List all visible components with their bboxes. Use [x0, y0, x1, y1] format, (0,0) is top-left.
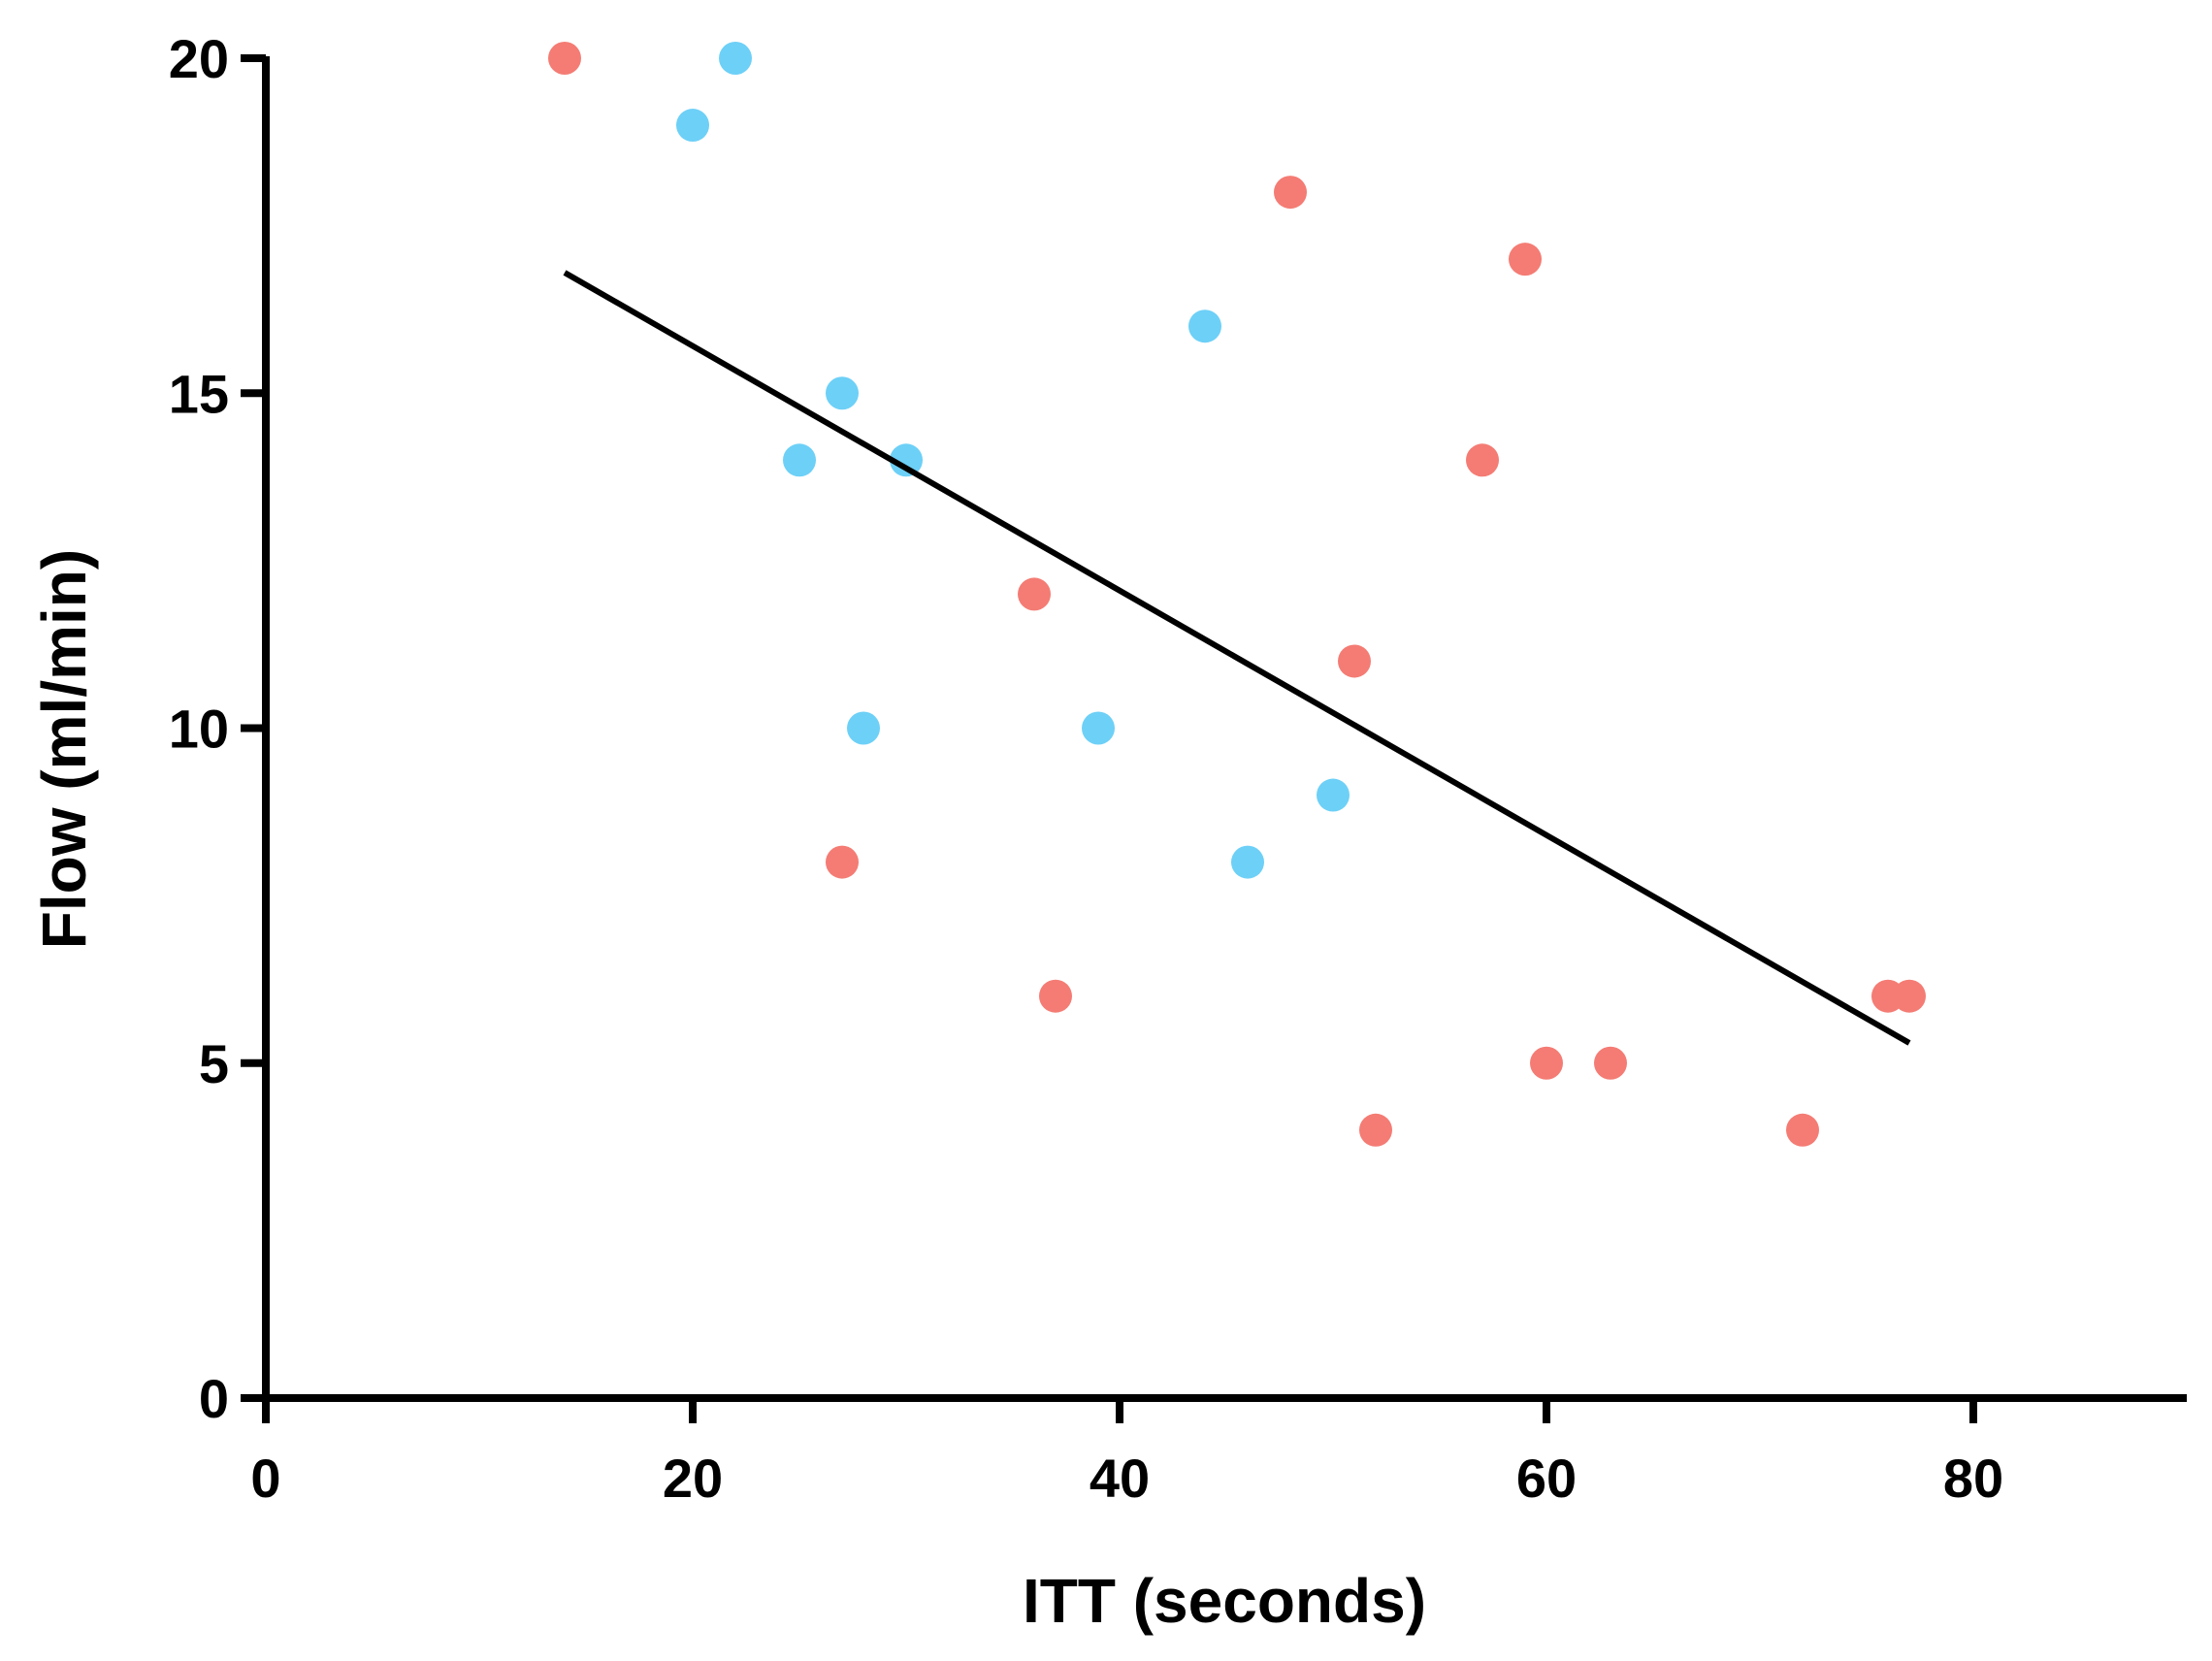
data-point-blue: [826, 376, 859, 410]
x-axis-title: ITT (seconds): [1023, 1566, 1426, 1636]
data-point-blue: [1317, 778, 1350, 812]
data-point-blue: [1231, 845, 1264, 879]
y-tick-label: 20: [169, 28, 229, 89]
data-points: [548, 42, 1926, 1147]
data-point-blue: [890, 443, 923, 477]
data-point-red: [1338, 644, 1371, 678]
y-tick-label: 0: [199, 1368, 229, 1429]
x-tick-label: 40: [1090, 1448, 1150, 1509]
y-tick-label: 10: [169, 699, 229, 760]
axes: [262, 56, 2187, 1402]
data-point-red: [1786, 1113, 1819, 1147]
x-tick-label: 20: [663, 1448, 723, 1509]
x-tick-label: 60: [1516, 1448, 1577, 1509]
data-point-red: [1594, 1046, 1627, 1080]
y-axis-title: Flow (ml/min): [29, 549, 99, 949]
data-point-red: [826, 845, 859, 879]
data-point-red: [548, 42, 581, 75]
data-point-blue: [676, 109, 709, 143]
x-tick-label: 80: [1943, 1448, 2003, 1509]
regression-line: [563, 270, 1911, 1046]
axis-ticks: 0 5 10 15 20 0 20 40 60 80: [169, 28, 2003, 1509]
data-point-blue: [1188, 309, 1221, 343]
y-tick-label: 5: [199, 1033, 229, 1094]
y-tick-label: 15: [169, 363, 229, 424]
data-point-red: [1509, 243, 1542, 277]
data-point-red: [1359, 1113, 1392, 1147]
x-tick-label: 0: [250, 1448, 280, 1509]
data-point-red: [1466, 443, 1499, 477]
data-point-red: [1039, 979, 1072, 1013]
data-point-red: [1893, 979, 1926, 1013]
data-point-blue: [719, 42, 752, 75]
regression-line-group: [563, 270, 1911, 1046]
data-point-blue: [847, 711, 880, 745]
data-point-red: [1530, 1046, 1563, 1080]
data-point-red: [1018, 577, 1051, 611]
data-point-red: [1274, 176, 1307, 210]
data-point-blue: [783, 443, 816, 477]
data-point-blue: [1082, 711, 1115, 745]
